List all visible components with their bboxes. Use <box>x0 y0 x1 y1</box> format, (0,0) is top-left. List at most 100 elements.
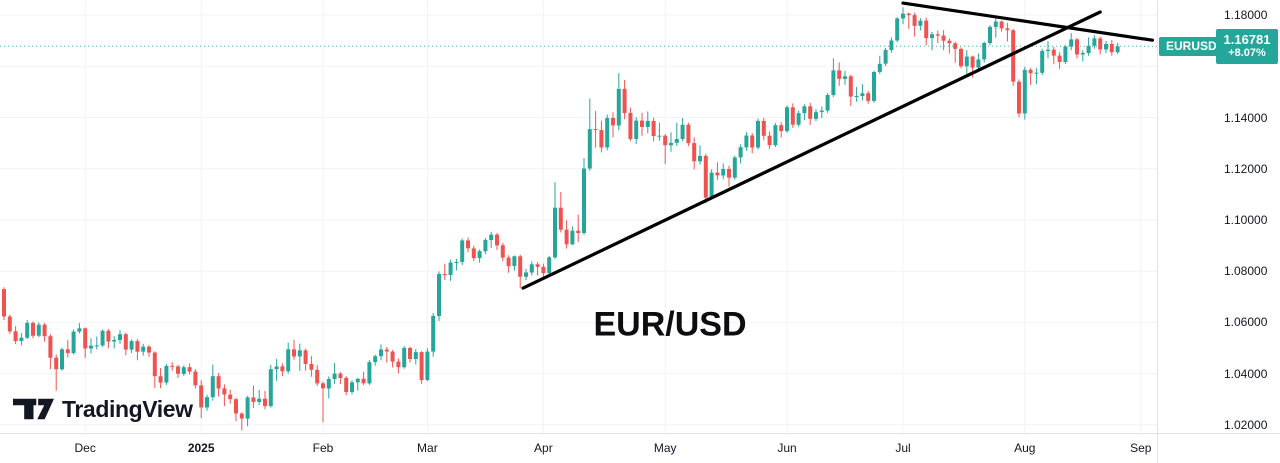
candle-body <box>796 113 801 125</box>
chart-canvas[interactable] <box>0 0 1157 433</box>
candle-body <box>251 397 256 402</box>
candle-body <box>1040 51 1045 73</box>
candle-body <box>106 330 111 342</box>
candle-body <box>663 135 668 146</box>
candle-body <box>495 234 499 246</box>
symbol-axis-badge-text: EURUSD <box>1166 39 1217 54</box>
candle-body <box>326 379 331 389</box>
candle-body <box>599 130 604 148</box>
candle-body <box>924 20 929 39</box>
candle-body <box>129 341 134 350</box>
candle-body <box>970 56 975 68</box>
candle-body <box>89 345 93 349</box>
candle-body <box>367 362 372 384</box>
candle-body <box>442 274 447 275</box>
tradingview-logo[interactable]: TradingView <box>13 393 193 425</box>
candle-body <box>402 348 407 368</box>
candle-body <box>1005 28 1010 31</box>
time-axis-label: 2025 <box>187 441 215 455</box>
candle-body <box>889 40 894 50</box>
candle-body <box>257 398 262 402</box>
price-axis-label: 1.18000 <box>1224 8 1268 23</box>
candle-body <box>529 264 534 273</box>
candle-body <box>616 88 621 126</box>
candle-body <box>622 88 627 113</box>
time-axis-label: Dec <box>74 441 96 455</box>
candle-body <box>976 59 981 68</box>
candle-body <box>437 274 441 316</box>
candle-body <box>309 363 314 370</box>
candle-body <box>558 207 563 230</box>
candle-body <box>785 107 789 132</box>
candle-body <box>48 336 53 358</box>
candle-body <box>118 334 122 341</box>
candle-body <box>506 257 511 267</box>
candle-body <box>321 383 325 389</box>
candle-body <box>790 107 795 125</box>
candle-body <box>721 169 726 176</box>
candle-body <box>819 110 824 113</box>
rising-support-trendline[interactable] <box>521 10 1102 290</box>
candle-body <box>1034 72 1039 74</box>
candle-body <box>669 142 673 146</box>
candle-body <box>216 376 221 389</box>
candle-body <box>930 34 934 39</box>
candle-body <box>1069 39 1074 47</box>
candle-body <box>500 245 505 258</box>
candle-body <box>611 118 615 126</box>
candle-body <box>1011 30 1016 82</box>
candle-body <box>187 367 192 372</box>
candle-body <box>344 377 349 392</box>
candle-body <box>448 262 453 275</box>
candle-body <box>25 322 30 338</box>
time-axis[interactable]: Dec 2025 Feb Mar Apr May Jun Jul Aug Sep <box>0 434 1280 463</box>
candle-body <box>355 378 360 383</box>
candle-body <box>234 399 238 414</box>
candle-body <box>912 15 917 26</box>
candle-body <box>13 331 18 341</box>
candle-body <box>19 337 24 341</box>
candle-body <box>152 352 157 377</box>
candle-body <box>553 207 557 258</box>
candle-body <box>384 349 389 352</box>
candle-body <box>843 76 847 79</box>
candle-body <box>471 248 476 259</box>
candle-body <box>761 120 766 136</box>
candle-body <box>1017 81 1021 114</box>
candle-body <box>286 349 291 372</box>
price-axis-label: 1.14000 <box>1224 110 1268 125</box>
candle-body <box>210 376 215 398</box>
candlestick-series[interactable] <box>2 7 1120 431</box>
candle-body <box>703 155 708 198</box>
candle-body <box>1063 46 1068 62</box>
candle-body <box>181 367 186 374</box>
candle-body <box>906 13 911 16</box>
time-axis-label: Aug <box>1014 441 1036 455</box>
candle-body <box>303 350 308 364</box>
candle-body <box>808 106 813 119</box>
time-axis-label: Sep <box>1130 441 1152 455</box>
candle-body <box>993 21 998 27</box>
candle-body <box>135 341 140 352</box>
candle-body <box>657 135 662 137</box>
chart-plot-area[interactable]: EUR/USD TradingView <box>0 0 1157 433</box>
candle-body <box>964 56 969 67</box>
candle-body <box>123 334 128 350</box>
price-axis[interactable]: 1.18000 1.14000 1.12000 1.10000 1.08000 1.060… <box>1158 0 1280 433</box>
candle-body <box>582 168 586 233</box>
candle-body <box>576 230 581 233</box>
candle-body <box>112 340 117 342</box>
candle-body <box>1075 39 1079 55</box>
candle-body <box>1080 53 1085 55</box>
candle-body <box>570 230 575 245</box>
candle-body <box>605 118 610 148</box>
price-axis-label: 1.06000 <box>1224 315 1268 330</box>
candle-body <box>953 43 958 49</box>
candle-body <box>2 289 6 317</box>
candle-body <box>518 256 523 277</box>
candle-body <box>176 366 180 374</box>
candle-body <box>1022 69 1027 114</box>
descending-resistance-trendline[interactable] <box>901 1 1155 42</box>
candle-body <box>883 49 888 64</box>
candle-body <box>7 316 12 332</box>
